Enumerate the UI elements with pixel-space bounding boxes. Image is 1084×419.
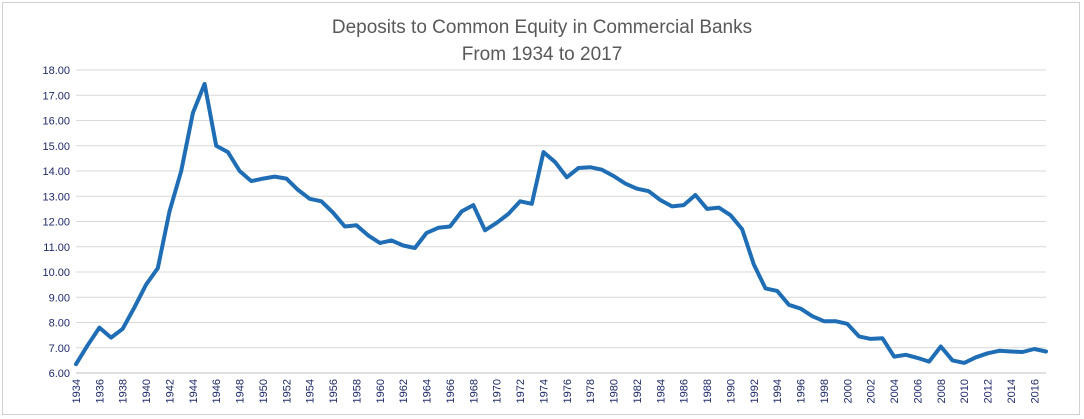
x-tick-label: 1998	[819, 379, 831, 403]
x-tick-label: 1934	[71, 379, 83, 403]
x-tick-label: 1984	[655, 379, 667, 403]
gridlines	[76, 69, 1046, 374]
x-tick-label: 1960	[375, 379, 387, 403]
x-tick-label: 1958	[351, 379, 363, 403]
x-tick-label: 2002	[866, 379, 878, 403]
series-group	[74, 81, 1048, 367]
x-axis-ticks: 1934 1936 1938 1940 1942 1944 1946 1948 1950 1952…	[71, 379, 1041, 403]
x-tick-label: 1990	[725, 379, 737, 403]
x-tick-label: 1972	[515, 379, 527, 403]
x-tick-label: 1938	[118, 379, 130, 403]
x-tick-label: 1954	[305, 379, 317, 403]
x-tick-label: 1988	[702, 379, 714, 403]
x-tick-label: 1978	[585, 379, 597, 403]
x-tick-label: 1952	[281, 379, 293, 403]
x-tick-label: 2010	[959, 379, 971, 403]
y-tick-label: 18.00	[42, 65, 70, 77]
x-tick-label: 2008	[936, 379, 948, 403]
x-tick-label: 1966	[445, 379, 457, 403]
x-tick-label: 1968	[468, 379, 480, 403]
x-tick-label: 1944	[188, 379, 200, 403]
chart-title-block: Deposits to Common Equity in Commercial …	[0, 14, 1084, 68]
x-tick-label: 1980	[609, 379, 621, 403]
x-tick-label: 1950	[258, 379, 270, 403]
y-tick-label: 15.00	[42, 141, 70, 153]
x-tick-label: 1996	[796, 379, 808, 403]
y-tick-label: 10.00	[42, 267, 70, 279]
x-tick-label: 2006	[912, 379, 924, 403]
x-tick-label: 2014	[1006, 379, 1018, 403]
x-tick-label: 1970	[492, 379, 504, 403]
x-tick-label: 1942	[164, 379, 176, 403]
y-tick-label: 6.00	[49, 368, 70, 380]
y-tick-label: 7.00	[49, 343, 70, 355]
x-tick-label: 1936	[94, 379, 106, 403]
x-tick-label: 1948	[235, 379, 247, 403]
x-tick-label: 2012	[983, 379, 995, 403]
y-tick-label: 8.00	[49, 318, 70, 330]
x-tick-label: 1964	[422, 379, 434, 403]
y-tick-label: 9.00	[49, 292, 70, 304]
series-line	[74, 81, 1048, 367]
x-tick-label: 2004	[889, 379, 901, 403]
x-tick-label: 1962	[398, 379, 410, 403]
y-tick-label: 12.00	[42, 217, 70, 229]
x-tick-label: 2000	[842, 379, 854, 403]
y-tick-label: 14.00	[42, 166, 70, 178]
chart-subtitle: From 1934 to 2017	[461, 44, 623, 65]
x-tick-label: 2016	[1029, 379, 1041, 403]
chart-title: Deposits to Common Equity in Commercial …	[331, 17, 753, 38]
x-tick-label: 1994	[772, 379, 784, 403]
x-tick-label: 1976	[562, 379, 574, 403]
y-tick-label: 16.00	[42, 116, 70, 128]
y-tick-label: 17.00	[42, 90, 70, 102]
x-tick-label: 1986	[679, 379, 691, 403]
y-tick-label: 13.00	[42, 191, 70, 203]
x-tick-label: 1982	[632, 379, 644, 403]
x-tick-label: 1992	[749, 379, 761, 403]
x-tick-label: 1946	[211, 379, 223, 403]
x-tick-label: 1974	[538, 379, 550, 403]
x-tick-label: 1940	[141, 379, 153, 403]
x-tick-label: 1956	[328, 379, 340, 403]
y-axis-ticks: 6.00 7.00 8.00 9.00 10.00 11.00 12.00 13.00 14.0…	[42, 65, 70, 380]
y-tick-label: 11.00	[43, 242, 70, 254]
